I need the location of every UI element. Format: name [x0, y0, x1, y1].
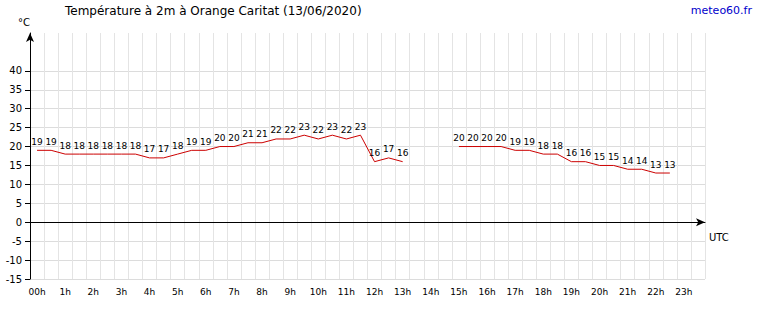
svg-text:10h: 10h: [310, 287, 327, 297]
svg-text:14: 14: [636, 156, 648, 166]
svg-text:13: 13: [650, 160, 661, 170]
svg-text:22: 22: [284, 125, 295, 135]
svg-text:22: 22: [270, 125, 281, 135]
svg-text:13h: 13h: [394, 287, 411, 297]
svg-text:40: 40: [9, 65, 22, 76]
svg-text:18: 18: [552, 141, 564, 151]
svg-text:7h: 7h: [228, 287, 239, 297]
svg-text:30: 30: [9, 103, 22, 114]
svg-text:17: 17: [158, 144, 169, 154]
svg-text:UTC: UTC: [709, 232, 729, 243]
svg-text:5h: 5h: [172, 287, 183, 297]
svg-text:20: 20: [214, 133, 226, 143]
svg-text:19: 19: [45, 137, 57, 147]
svg-text:Température à 2m à Orange Cari: Température à 2m à Orange Caritat (13/06…: [64, 4, 362, 18]
svg-text:21h: 21h: [619, 287, 636, 297]
svg-text:20: 20: [467, 133, 479, 143]
svg-text:16: 16: [566, 148, 578, 158]
svg-text:18: 18: [73, 141, 85, 151]
svg-text:18: 18: [538, 141, 550, 151]
svg-text:15h: 15h: [450, 287, 467, 297]
svg-text:25: 25: [9, 122, 22, 133]
svg-text:12h: 12h: [366, 287, 383, 297]
svg-text:20: 20: [9, 141, 22, 152]
svg-text:18: 18: [130, 141, 142, 151]
svg-text:8h: 8h: [256, 287, 267, 297]
svg-text:meteo60.fr: meteo60.fr: [691, 4, 753, 17]
svg-text:14: 14: [622, 156, 634, 166]
svg-text:15: 15: [608, 152, 619, 162]
svg-text:20: 20: [481, 133, 493, 143]
svg-text:18: 18: [102, 141, 114, 151]
svg-text:19: 19: [509, 137, 521, 147]
svg-text:19: 19: [200, 137, 212, 147]
svg-text:20h: 20h: [591, 287, 608, 297]
svg-text:6h: 6h: [200, 287, 211, 297]
svg-text:17: 17: [383, 144, 394, 154]
svg-text:18h: 18h: [535, 287, 552, 297]
svg-text:16: 16: [397, 148, 409, 158]
svg-text:0: 0: [16, 217, 22, 228]
svg-text:1h: 1h: [59, 287, 70, 297]
svg-text:18: 18: [88, 141, 100, 151]
svg-text:16: 16: [369, 148, 381, 158]
svg-text:18: 18: [116, 141, 128, 151]
svg-text:23: 23: [327, 122, 338, 132]
svg-text:22: 22: [341, 125, 352, 135]
svg-text:19: 19: [31, 137, 43, 147]
svg-text:°C: °C: [18, 17, 30, 28]
svg-text:23: 23: [298, 122, 309, 132]
svg-text:20: 20: [228, 133, 240, 143]
svg-text:-5: -5: [12, 236, 22, 247]
svg-text:2h: 2h: [88, 287, 99, 297]
svg-text:00h: 00h: [28, 287, 45, 297]
svg-text:19: 19: [523, 137, 535, 147]
svg-text:20: 20: [495, 133, 507, 143]
svg-text:17: 17: [144, 144, 155, 154]
svg-text:21: 21: [242, 129, 253, 139]
svg-text:19h: 19h: [563, 287, 580, 297]
svg-text:3h: 3h: [116, 287, 127, 297]
svg-text:22h: 22h: [647, 287, 664, 297]
svg-text:15: 15: [594, 152, 605, 162]
svg-text:13: 13: [664, 160, 675, 170]
svg-text:35: 35: [9, 84, 22, 95]
svg-text:16: 16: [580, 148, 592, 158]
svg-text:11h: 11h: [338, 287, 355, 297]
svg-text:-10: -10: [6, 255, 22, 266]
svg-text:15: 15: [9, 160, 22, 171]
svg-text:22: 22: [313, 125, 324, 135]
svg-text:16h: 16h: [478, 287, 495, 297]
svg-text:4h: 4h: [144, 287, 155, 297]
svg-text:20: 20: [453, 133, 465, 143]
svg-text:18: 18: [172, 141, 184, 151]
svg-text:10: 10: [9, 179, 22, 190]
svg-text:23h: 23h: [675, 287, 692, 297]
svg-text:5: 5: [16, 198, 22, 209]
svg-text:23: 23: [355, 122, 366, 132]
svg-text:19: 19: [186, 137, 198, 147]
svg-text:18: 18: [59, 141, 71, 151]
svg-text:14h: 14h: [422, 287, 439, 297]
svg-text:21: 21: [256, 129, 267, 139]
svg-text:-15: -15: [6, 274, 22, 285]
svg-text:9h: 9h: [284, 287, 295, 297]
svg-text:17h: 17h: [507, 287, 524, 297]
